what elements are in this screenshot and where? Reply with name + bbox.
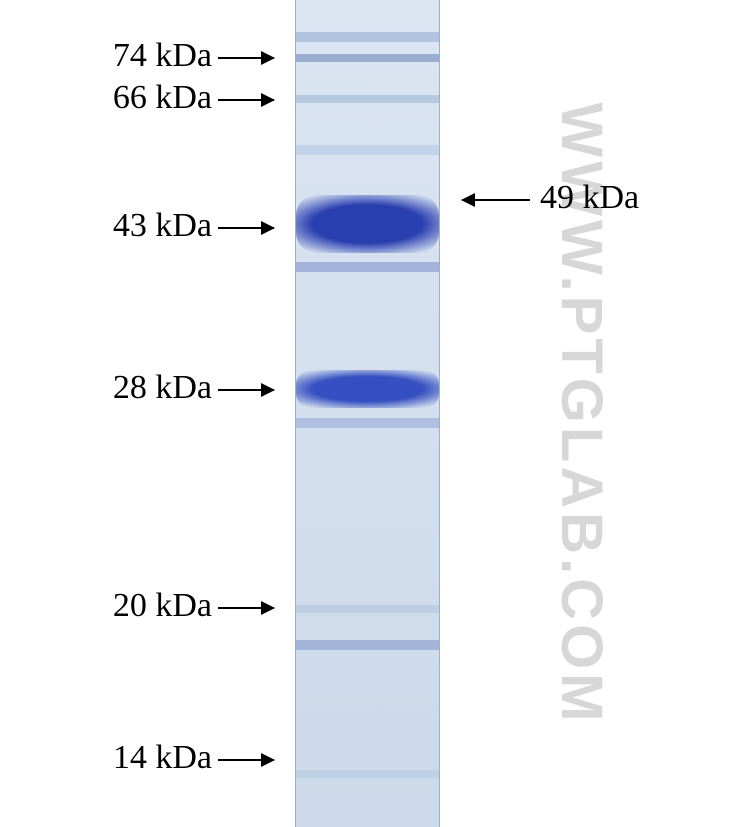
marker-arrow-icon [218, 57, 274, 59]
marker-arrow-icon [218, 99, 274, 101]
band-20kDa-faint [296, 605, 439, 613]
band-main-49kDa [296, 195, 439, 253]
marker-label: 74 kDa [113, 37, 212, 75]
marker-label: 43 kDa [113, 207, 212, 245]
band-19kDa [296, 640, 439, 650]
target-label: 49 kDa [540, 179, 639, 217]
gel-lane [295, 0, 440, 827]
band-66kDa [296, 95, 439, 103]
marker-arrow-icon [218, 227, 274, 229]
band-sub-main [296, 262, 439, 272]
marker-label: 66 kDa [113, 79, 212, 117]
marker-arrow-icon [218, 607, 274, 609]
band-14kDa-faint [296, 770, 439, 778]
band-74kDa-faint [296, 32, 439, 42]
band-below-28 [296, 418, 439, 428]
band-upper-faint [296, 145, 439, 155]
target-arrow-icon [462, 199, 530, 201]
band-28kDa [296, 370, 439, 408]
marker-label: 20 kDa [113, 587, 212, 625]
marker-label: 14 kDa [113, 739, 212, 777]
marker-arrow-icon [218, 759, 274, 761]
gel-figure: WWW.PTGLAB.COM 74 kDa66 kDa43 kDa28 kDa2… [0, 0, 740, 827]
marker-arrow-icon [218, 389, 274, 391]
marker-label: 28 kDa [113, 369, 212, 407]
band-74kDa [296, 54, 439, 62]
